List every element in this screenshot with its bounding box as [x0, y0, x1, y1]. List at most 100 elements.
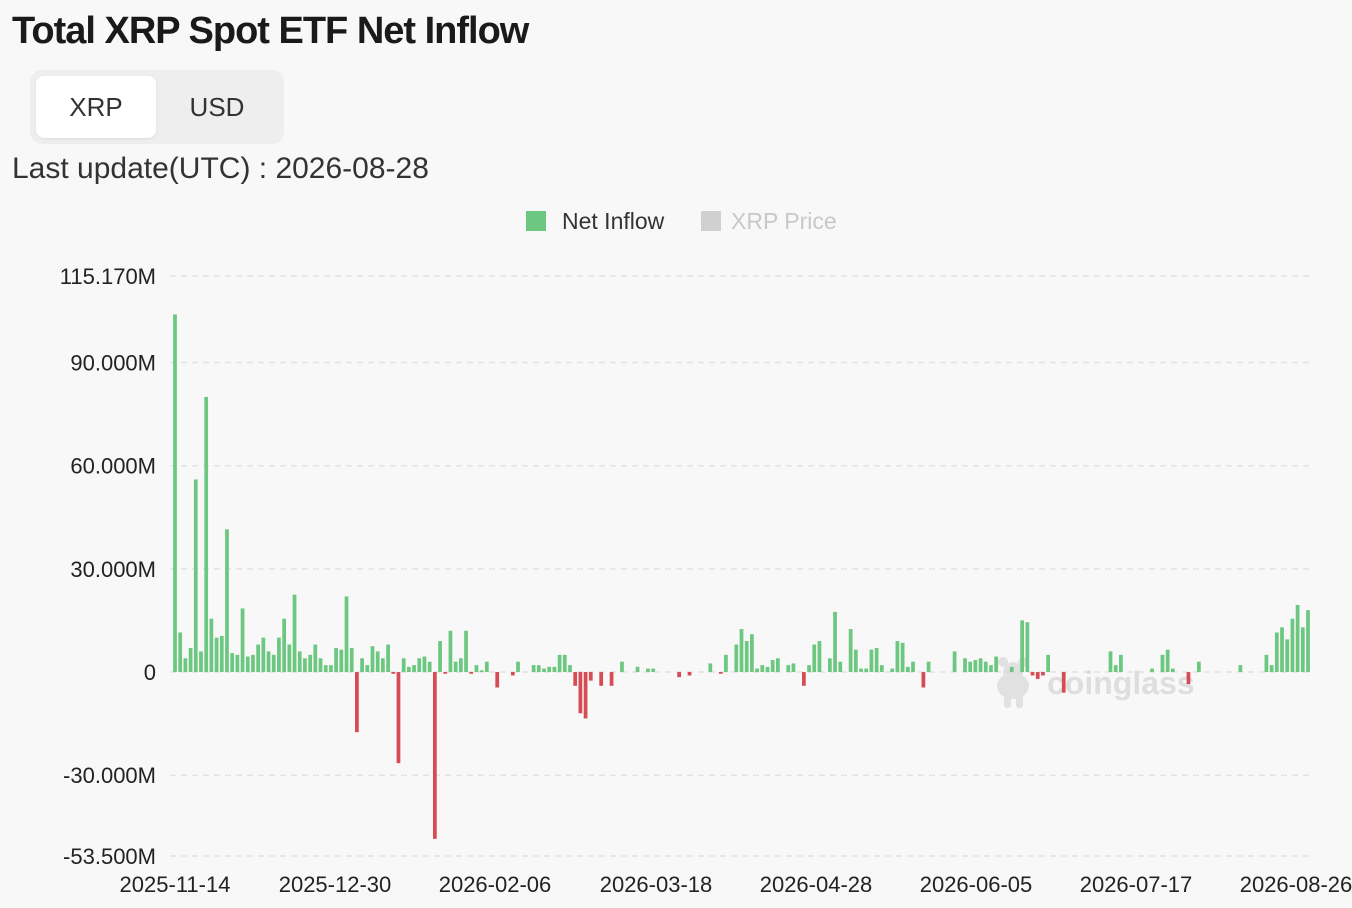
bar[interactable] — [776, 658, 780, 673]
bar[interactable] — [355, 672, 359, 733]
bar[interactable] — [1264, 654, 1269, 673]
bar[interactable] — [952, 651, 957, 673]
bar[interactable] — [1030, 672, 1035, 676]
bar[interactable] — [1269, 665, 1274, 673]
bar[interactable] — [1046, 654, 1051, 673]
bar[interactable] — [188, 647, 193, 673]
bar[interactable] — [375, 651, 380, 673]
bar[interactable] — [609, 672, 614, 686]
bar[interactable] — [744, 641, 749, 673]
bar[interactable] — [484, 661, 489, 673]
bar[interactable] — [199, 651, 203, 673]
bar[interactable] — [204, 396, 209, 673]
bar[interactable] — [329, 665, 333, 673]
bar[interactable] — [802, 672, 806, 686]
bar[interactable] — [557, 654, 562, 673]
bar[interactable] — [859, 668, 863, 673]
bar[interactable] — [313, 644, 318, 673]
toggle-xrp-button[interactable]: XRP — [36, 76, 156, 138]
bar[interactable] — [994, 656, 999, 673]
bar[interactable] — [1290, 618, 1295, 673]
bar[interactable] — [1171, 668, 1175, 673]
bar[interactable] — [786, 665, 791, 673]
bar[interactable] — [266, 651, 271, 673]
bar[interactable] — [1119, 654, 1123, 673]
bar[interactable] — [838, 661, 843, 673]
bar[interactable] — [1306, 610, 1310, 673]
bar[interactable] — [1150, 668, 1154, 673]
bar[interactable] — [448, 630, 453, 673]
bar[interactable] — [1020, 620, 1025, 673]
bar[interactable] — [360, 658, 364, 673]
bar[interactable] — [1238, 665, 1243, 673]
bar[interactable] — [432, 672, 437, 839]
bar[interactable] — [438, 641, 442, 673]
bar[interactable] — [412, 665, 416, 673]
bar[interactable] — [989, 665, 993, 673]
bar[interactable] — [1280, 627, 1284, 673]
legend-xrp-price-label[interactable]: XRP Price — [731, 208, 837, 234]
bar[interactable] — [900, 642, 905, 673]
bar[interactable] — [1041, 672, 1045, 676]
bar[interactable] — [755, 668, 759, 673]
bar[interactable] — [474, 665, 479, 673]
bar[interactable] — [453, 661, 458, 673]
bar[interactable] — [552, 666, 557, 673]
bar[interactable] — [687, 672, 692, 676]
bar[interactable] — [318, 658, 323, 673]
bar[interactable] — [1274, 632, 1279, 673]
bar[interactable] — [464, 630, 468, 673]
bar[interactable] — [1113, 665, 1118, 673]
bar[interactable] — [812, 644, 817, 673]
bar[interactable] — [1196, 661, 1201, 673]
bar[interactable] — [292, 594, 297, 673]
bar[interactable] — [308, 654, 312, 673]
bar[interactable] — [531, 665, 536, 673]
bar[interactable] — [230, 653, 235, 673]
bar[interactable] — [427, 661, 432, 673]
bar[interactable] — [417, 658, 422, 673]
bar[interactable] — [890, 668, 895, 673]
bar[interactable] — [646, 668, 650, 673]
bar[interactable] — [344, 596, 349, 673]
bar[interactable] — [879, 665, 884, 673]
bar[interactable] — [760, 665, 765, 673]
bar[interactable] — [1108, 651, 1113, 673]
bar[interactable] — [864, 668, 869, 673]
bar[interactable] — [261, 637, 266, 673]
legend-net-inflow-swatch[interactable] — [526, 211, 546, 231]
bar[interactable] — [391, 672, 396, 674]
bar[interactable] — [1061, 672, 1066, 693]
bar[interactable] — [401, 658, 406, 673]
bar[interactable] — [277, 637, 281, 673]
bar[interactable] — [479, 670, 484, 673]
bar[interactable] — [547, 666, 552, 673]
bar[interactable] — [739, 629, 744, 673]
bar[interactable] — [287, 644, 292, 673]
bar[interactable] — [339, 649, 344, 673]
bar[interactable] — [396, 672, 401, 764]
bar[interactable] — [245, 656, 250, 673]
bar[interactable] — [578, 672, 583, 714]
bar[interactable] — [905, 666, 910, 673]
bar[interactable] — [770, 660, 775, 673]
bar[interactable] — [895, 641, 900, 673]
bar[interactable] — [240, 608, 245, 673]
bar[interactable] — [853, 649, 858, 673]
bar[interactable] — [973, 660, 978, 673]
bar[interactable] — [256, 644, 261, 673]
bar[interactable] — [323, 665, 328, 673]
bar[interactable] — [1025, 622, 1030, 673]
bar[interactable] — [708, 663, 713, 673]
bar[interactable] — [911, 661, 915, 673]
bar[interactable] — [1160, 654, 1165, 673]
bar[interactable] — [1300, 627, 1305, 673]
bar[interactable] — [219, 635, 224, 673]
bar[interactable] — [271, 654, 276, 673]
bar[interactable] — [926, 661, 931, 673]
legend-xrp-price-swatch[interactable] — [701, 211, 721, 231]
bar[interactable] — [516, 661, 520, 673]
bar[interactable] — [1186, 672, 1191, 685]
bar[interactable] — [542, 668, 546, 673]
bar[interactable] — [495, 672, 500, 688]
